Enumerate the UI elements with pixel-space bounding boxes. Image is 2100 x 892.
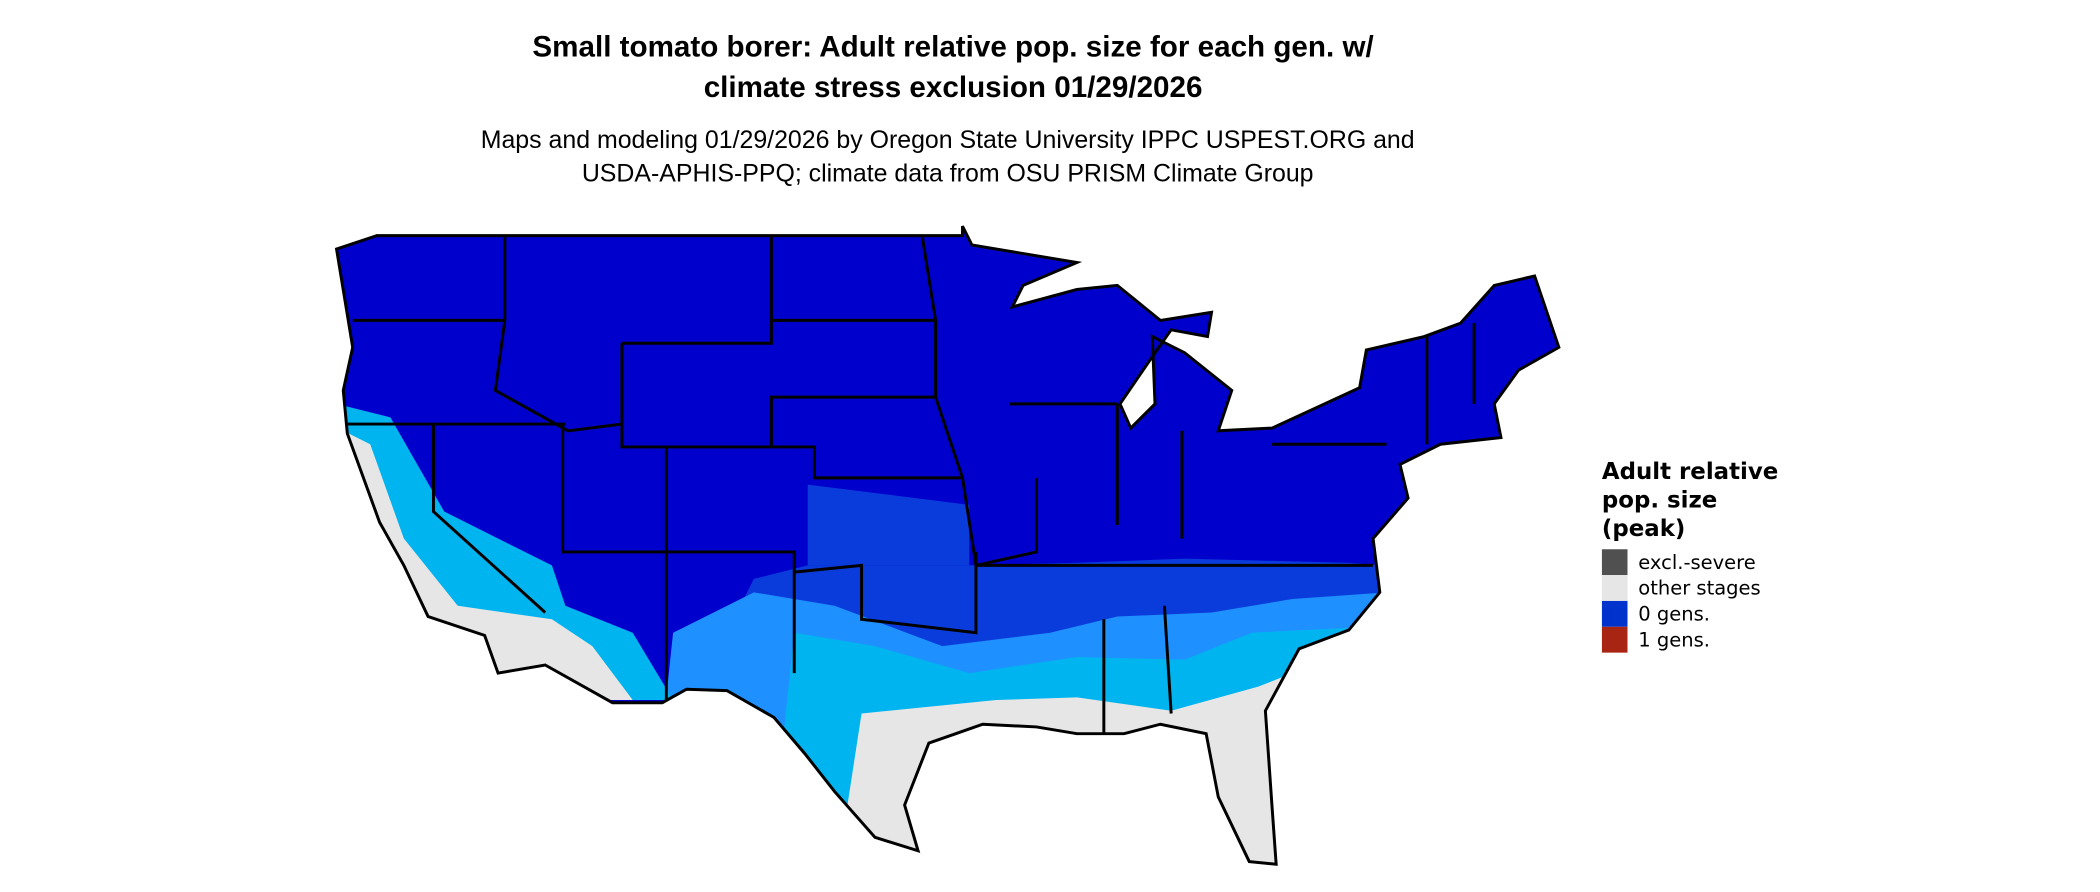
zone-cyan-west <box>336 403 674 701</box>
legend-title-line3: (peak) <box>1602 516 1685 542</box>
map-fill <box>336 226 1559 865</box>
zone-mid-blue-ks <box>807 484 970 566</box>
legend-swatch <box>1601 626 1628 653</box>
map-title-line2: climate stress exclusion 01/29/2026 <box>704 71 1203 104</box>
legend-label: 1 gens. <box>1638 628 1710 651</box>
legend-swatch <box>1601 575 1628 601</box>
legend-title-line1: Adult relative <box>1602 459 1778 485</box>
legend-swatch <box>1601 549 1628 576</box>
legend: Adult relative pop. size (peak) excl.-se… <box>1601 459 1778 653</box>
zone-gray-southwest <box>343 430 633 701</box>
legend-label: other stages <box>1638 577 1760 600</box>
state-borders <box>335 224 1561 866</box>
legend-label: excl.-severe <box>1638 551 1756 574</box>
map-subtitle-line2: USDA-APHIS-PPQ; climate data from OSU PR… <box>582 160 1314 188</box>
legend-swatch <box>1601 600 1628 627</box>
map-subtitle-line1: Maps and modeling 01/29/2026 by Oregon S… <box>481 126 1415 154</box>
legend-title-line2: pop. size <box>1602 488 1717 514</box>
legend-label: 0 gens. <box>1638 602 1710 625</box>
map-title-line1: Small tomato borer: Adult relative pop. … <box>532 31 1373 64</box>
